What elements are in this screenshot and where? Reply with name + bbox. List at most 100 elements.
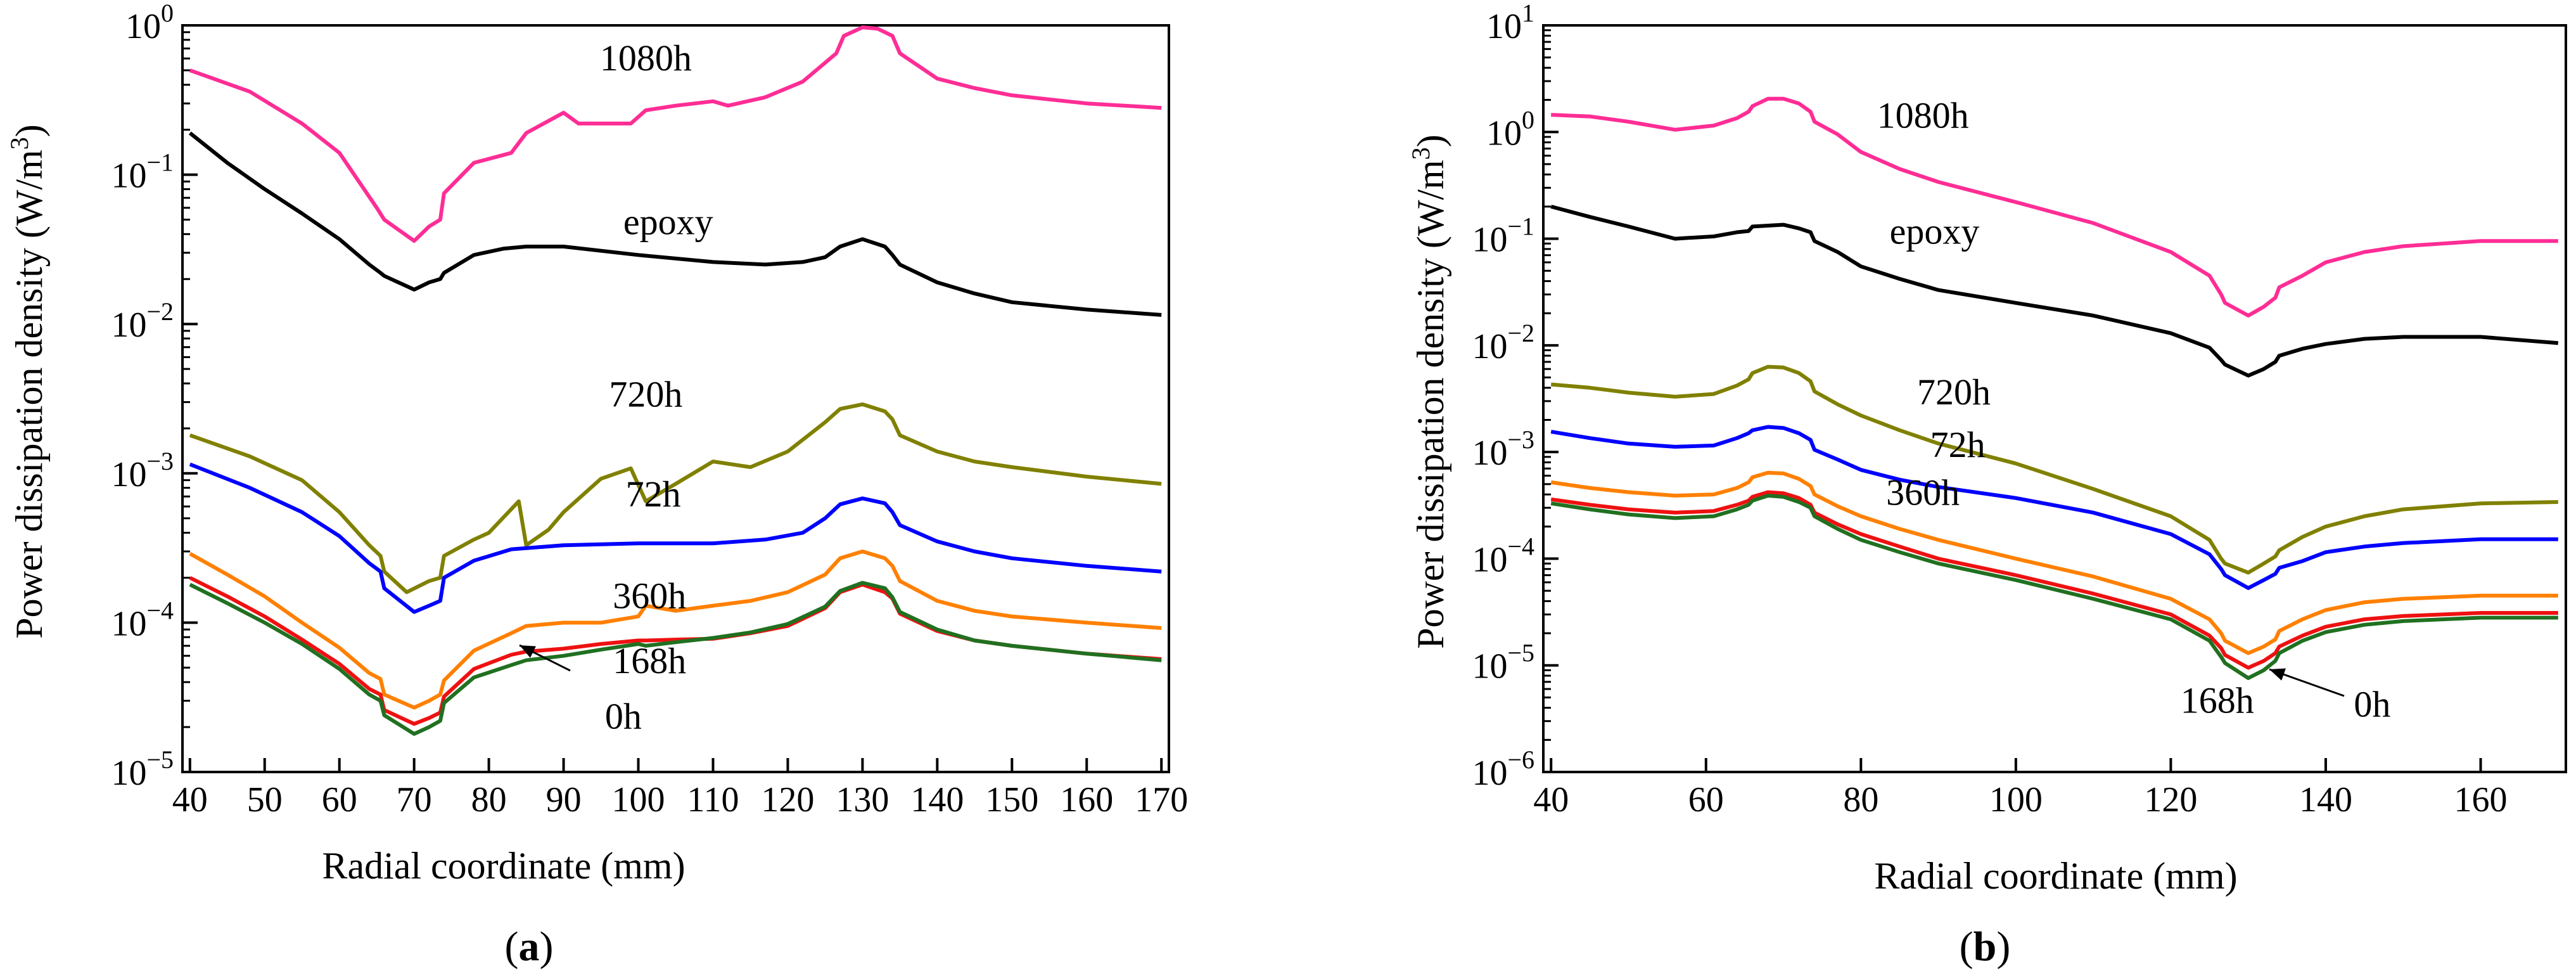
y-tick-exponent: −3: [146, 447, 174, 475]
y-tick-label: 10−4: [111, 596, 174, 643]
y-tick-label: 10−3: [1472, 425, 1534, 473]
series-line-168h: [189, 581, 1162, 736]
svg-text:Power dissipation density (W/m: Power dissipation density (W/m3): [1406, 134, 1452, 649]
plot-area: 40 60 80 100 120 140 16010−610−510−410−310−210…: [1472, 0, 2567, 820]
y-tick-exponent: −1: [1507, 212, 1534, 241]
y-tick-label: 101: [1486, 0, 1534, 46]
x-tick-label: 120: [2144, 780, 2197, 820]
y-tick-label: 10−2: [1472, 319, 1534, 366]
curve-label-0h: 0h: [605, 696, 642, 737]
x-axis-title: Radial coordinate (mm): [1874, 855, 2237, 897]
y-tick-label: 10−5: [1472, 639, 1534, 686]
y-tick-exponent: −4: [146, 596, 174, 624]
y-tick-exponent: 0: [1522, 105, 1534, 134]
arrow-0h-b-head: [2269, 668, 2286, 681]
y-axis-title-main: Power dissipation density (W/m: [8, 150, 50, 639]
y-tick-exponent: −1: [146, 148, 174, 177]
y-axis-title-sup: 3: [5, 137, 34, 150]
panel-label: (b): [1960, 923, 2011, 970]
y-tick-label: 100: [1486, 105, 1534, 153]
y-axis-title-close: ): [8, 124, 50, 137]
y-tick-exponent: −6: [1507, 745, 1534, 774]
x-tick-label: 140: [2299, 780, 2352, 820]
plot-frame: [1542, 24, 2567, 773]
y-tick-label: 100: [125, 0, 174, 46]
series-line-0h: [1550, 490, 2558, 670]
x-tick-label: 170: [1135, 780, 1188, 820]
curve-label-72h: 72h: [626, 473, 681, 515]
x-tick-label: 160: [1060, 780, 1113, 820]
series-line-360h: [189, 550, 1162, 710]
x-tick-label: 80: [471, 780, 507, 820]
curve-label-1080h: 1080h: [1877, 94, 1969, 136]
y-axis-title-main: Power dissipation density (W/m: [1410, 160, 1451, 649]
x-tick-label: 80: [1843, 780, 1878, 820]
plot-frame: [181, 24, 1170, 773]
y-axis-title-sup: 3: [1406, 147, 1435, 160]
x-tick-label: 40: [172, 780, 208, 820]
curve-label-360h: 360h: [1886, 472, 1960, 513]
panel-letter: b: [1973, 923, 1997, 970]
x-tick-label: 140: [910, 780, 964, 820]
x-tick-label: 90: [546, 780, 582, 820]
x-tick-label: 110: [687, 780, 739, 820]
curve-label-168h: 168h: [613, 640, 686, 681]
y-tick-base: 10: [1472, 540, 1507, 579]
chart-panel-a: Power dissipation density (W/m3) 40 50 60 7…: [5, 0, 1189, 970]
y-tick-exponent: −2: [1507, 319, 1534, 347]
y-tick-exponent: 0: [161, 0, 174, 27]
series-line-1080h: [189, 25, 1162, 243]
y-tick-exponent: −2: [146, 297, 174, 326]
series-line-72h: [189, 462, 1162, 614]
y-tick-base: 10: [1486, 7, 1522, 46]
y-tick-exponent: −5: [146, 745, 174, 774]
y-tick-base: 10: [125, 7, 161, 46]
x-tick-label: 60: [1688, 780, 1724, 820]
curve-label-168h: 168h: [2181, 679, 2254, 721]
series-line-168h: [1550, 494, 2558, 680]
y-axis-title: Power dissipation density (W/m3): [5, 124, 51, 639]
y-tick-base: 10: [1486, 113, 1522, 153]
x-tick-label: 60: [322, 780, 357, 820]
svg-text:Power dissipation density (W/m: Power dissipation density (W/m3): [5, 124, 51, 639]
x-tick-label: 120: [761, 780, 814, 820]
series-line-epoxy: [188, 131, 1162, 317]
x-tick-label: 100: [612, 780, 665, 820]
y-axis-title: Power dissipation density (W/m3): [1406, 134, 1452, 649]
curve-label-72h: 72h: [1930, 424, 1986, 465]
curve-label-epoxy: epoxy: [623, 201, 713, 242]
series-line-72h: [1550, 425, 2558, 590]
y-tick-label: 10−1: [111, 148, 174, 196]
y-tick-base: 10: [111, 306, 146, 345]
panel-letter: a: [519, 923, 540, 970]
plot-area: 40 50 60 70 80 90 100 110 120 130 140 150 160 17010−5…: [111, 0, 1188, 820]
y-tick-label: 10−4: [1472, 532, 1534, 579]
y-tick-exponent: −3: [1507, 425, 1534, 454]
arrow-0h-a-head: [520, 645, 536, 658]
y-tick-base: 10: [111, 455, 146, 494]
x-tick-label: 150: [985, 780, 1038, 820]
panel-label: (a): [505, 923, 554, 970]
y-tick-base: 10: [111, 754, 146, 793]
y-tick-base: 10: [1472, 221, 1507, 260]
y-tick-base: 10: [111, 604, 146, 643]
y-tick-exponent: −4: [1507, 532, 1534, 560]
curve-label-1080h: 1080h: [600, 37, 692, 79]
y-tick-base: 10: [1472, 434, 1507, 473]
x-tick-label: 50: [247, 780, 283, 820]
y-tick-label: 10−5: [111, 745, 174, 793]
y-tick-exponent: −5: [1507, 639, 1534, 667]
x-tick-label: 100: [1989, 780, 2043, 820]
x-axis-title: Radial coordinate (mm): [322, 845, 685, 887]
curve-label-0h: 0h: [2354, 684, 2390, 725]
series-line-epoxy: [1550, 205, 2559, 378]
x-tick-label: 40: [1533, 780, 1569, 820]
y-axis-title-close: ): [1410, 134, 1451, 147]
y-tick-label: 10−1: [1472, 212, 1534, 260]
series-line-720h: [1550, 364, 2558, 575]
series-line-720h: [189, 402, 1162, 595]
y-tick-exponent: 1: [1522, 0, 1534, 27]
y-tick-label: 10−3: [111, 447, 174, 494]
y-tick-label: 10−6: [1472, 745, 1534, 793]
